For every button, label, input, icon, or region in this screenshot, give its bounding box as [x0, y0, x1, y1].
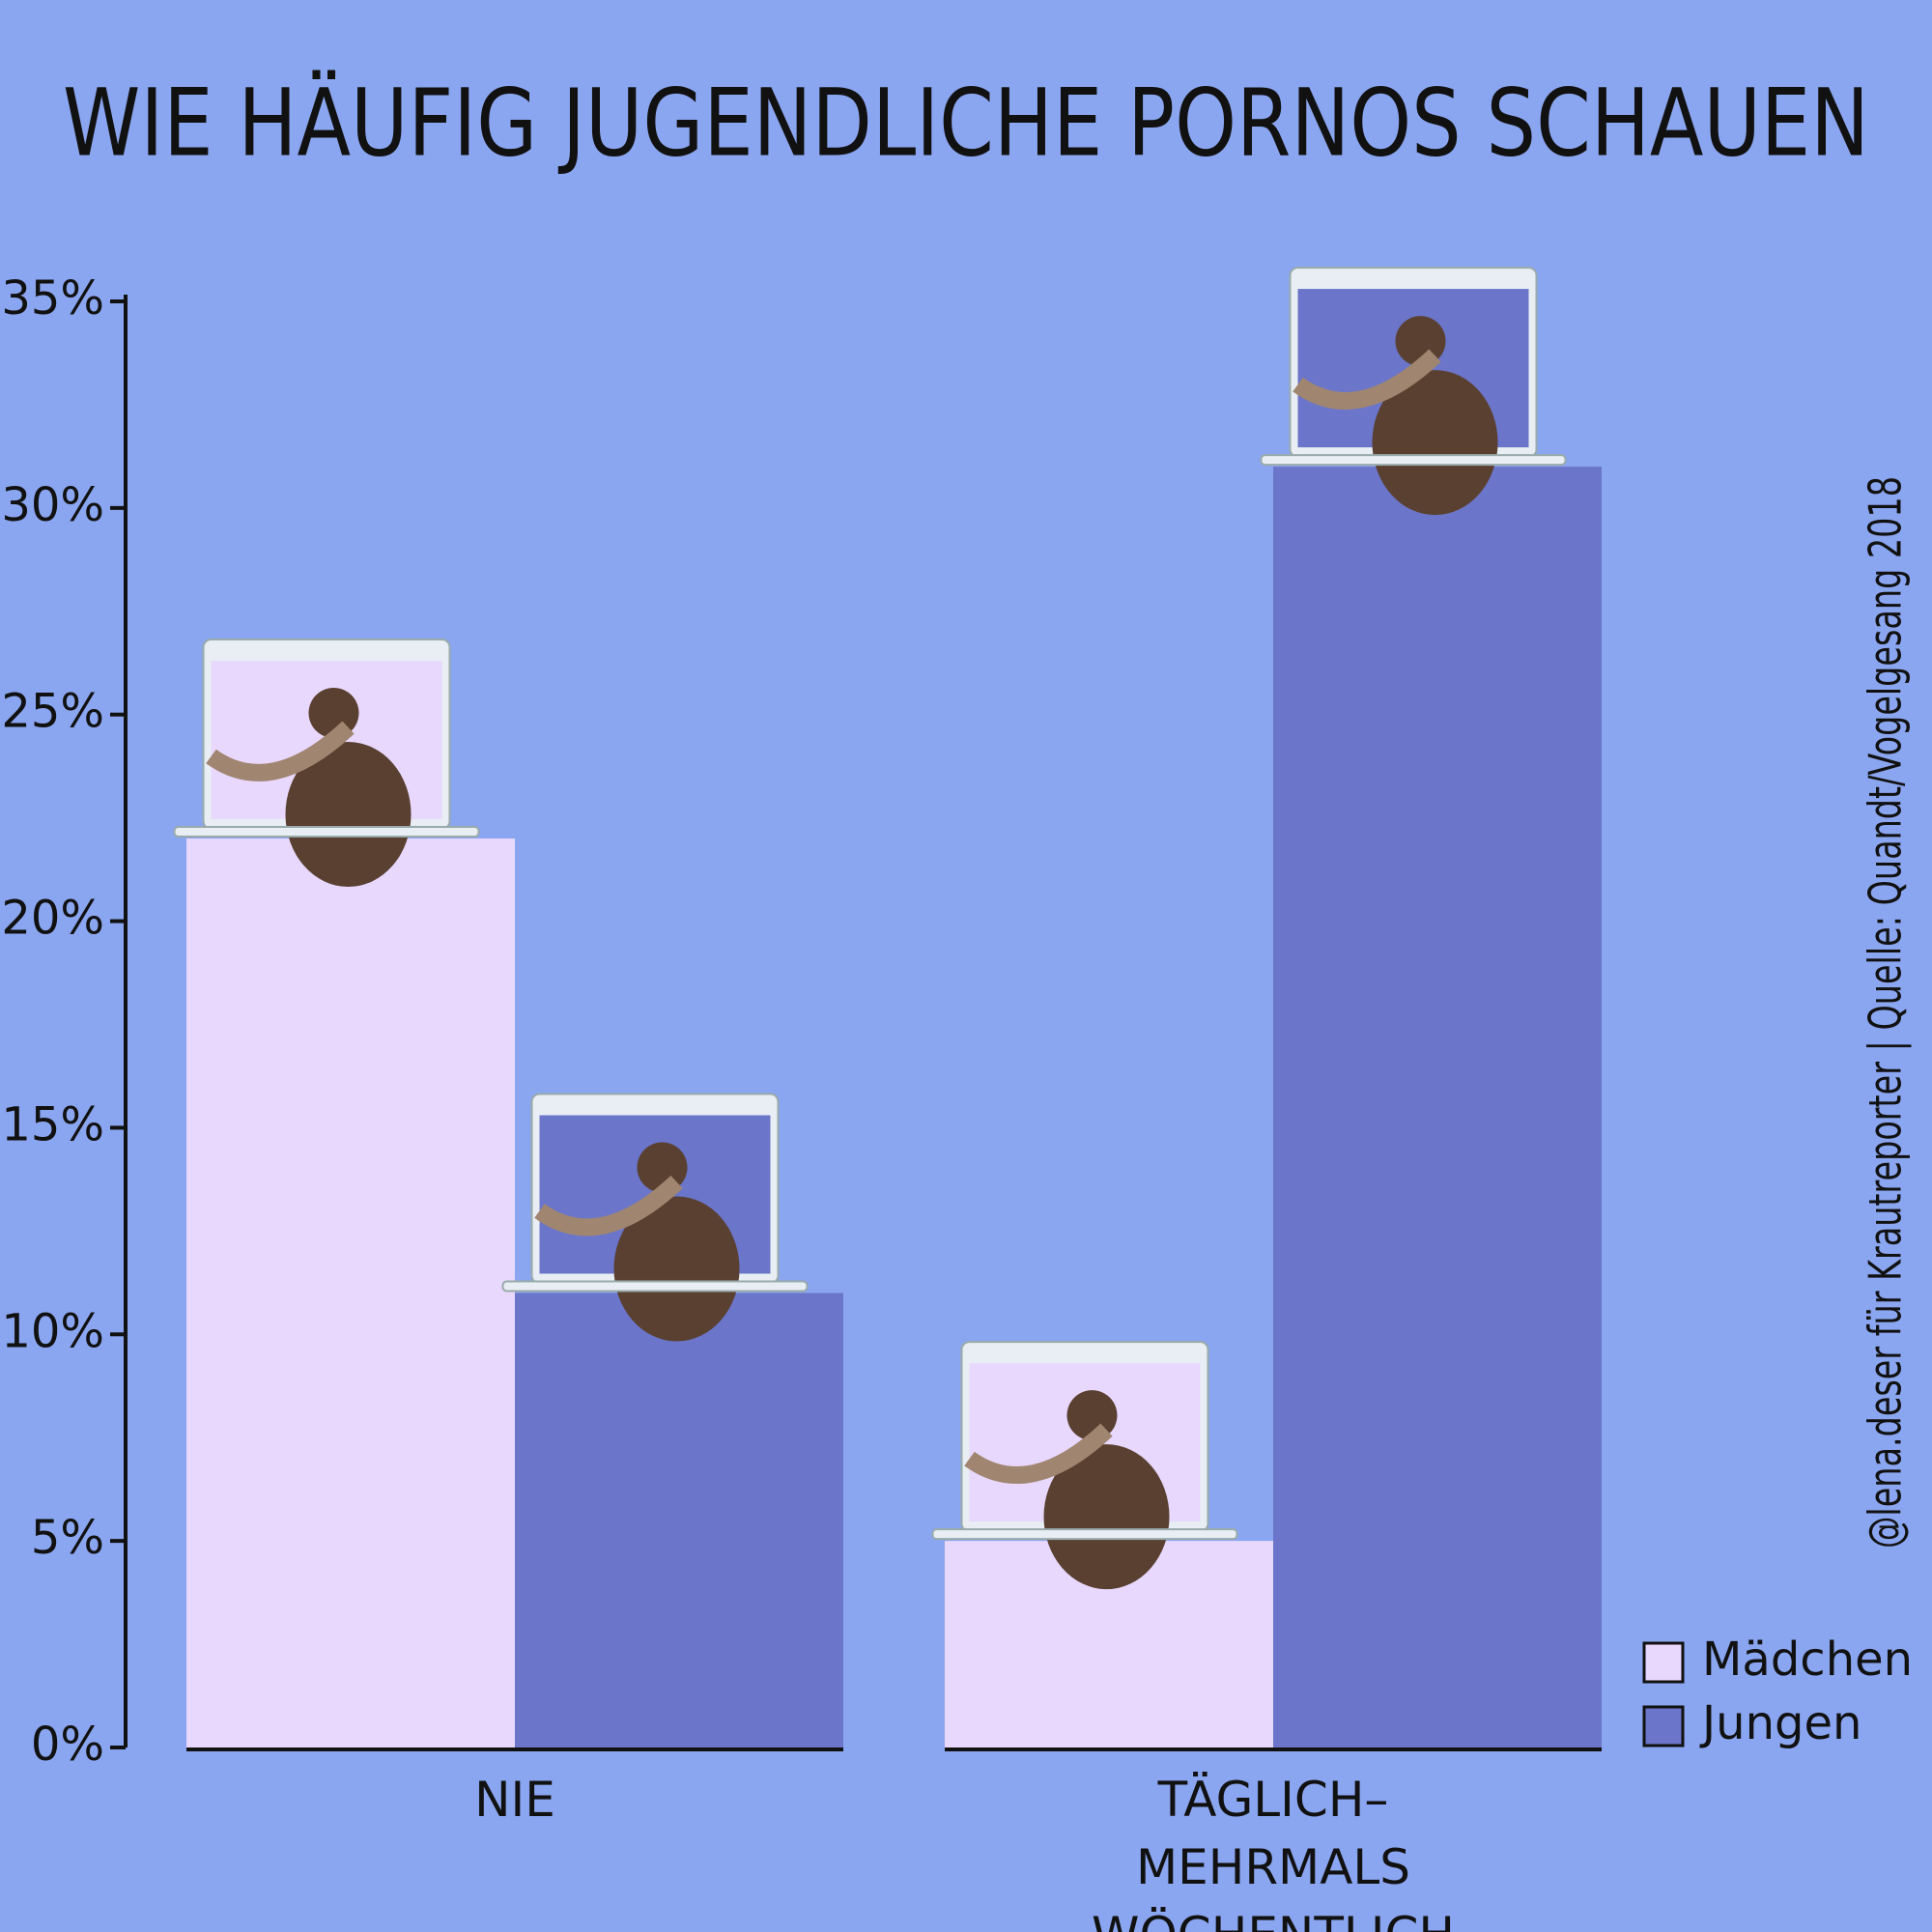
legend-label: Jungen — [1699, 1696, 1861, 1750]
y-tick-label: 10% — [1, 1304, 104, 1358]
figure-body — [613, 1196, 740, 1342]
figure-body — [1043, 1444, 1170, 1590]
figure-arm — [534, 1175, 683, 1236]
laptop-base — [1260, 454, 1567, 467]
laptop-illustration — [931, 1341, 1238, 1590]
y-tick-label: 35% — [1, 271, 104, 326]
x-tick-label: TÄGLICH–MEHRMALS WÖCHENTLICH — [1092, 1772, 1455, 1932]
figure-arm — [1293, 349, 1441, 410]
legend-swatch — [1642, 1705, 1685, 1747]
y-tick-label: 5% — [31, 1511, 104, 1565]
y-tick-label: 25% — [1, 685, 104, 739]
laptop-illustration — [1260, 267, 1567, 516]
source-note: @lena.deser für Krautreporter | Quelle: … — [1860, 476, 1913, 1548]
laptop-illustration — [501, 1093, 809, 1342]
legend-label: Mädchen — [1702, 1633, 1913, 1687]
bar — [1273, 467, 1602, 1748]
laptop-base — [501, 1280, 809, 1293]
figure-arm — [964, 1423, 1113, 1484]
legend-swatch — [1642, 1641, 1685, 1684]
y-tick-label: 0% — [31, 1718, 104, 1772]
bar — [186, 838, 515, 1747]
figure-body — [285, 742, 412, 888]
laptop-illustration — [173, 639, 480, 888]
chart-title: WIE HÄUFIG JUGENDLICHE PORNOS SCHAUEN — [63, 69, 1869, 177]
y-tick-label: 30% — [1, 478, 104, 532]
figure-arm — [206, 721, 355, 781]
laptop-base — [931, 1528, 1238, 1541]
y-tick-label: 20% — [1, 892, 104, 946]
figure-body — [1372, 370, 1498, 516]
laptop-base — [173, 826, 480, 838]
bar — [515, 1293, 843, 1747]
x-tick-label: NIE — [474, 1772, 555, 1828]
y-tick-label: 15% — [1, 1097, 104, 1151]
